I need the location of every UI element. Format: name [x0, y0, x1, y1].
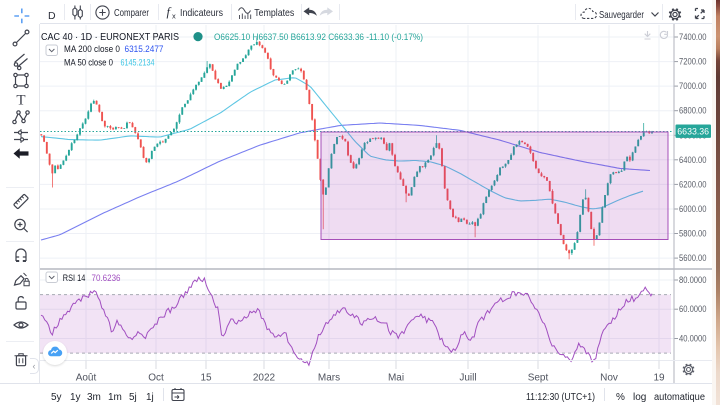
svg-text:60.0000: 60.0000: [679, 304, 707, 314]
svg-text:O6625.10 H6637.50 B6613.92 C66: O6625.10 H6637.50 B6613.92 C6633.36 -11.…: [214, 32, 423, 43]
svg-text:11:12:30 (UTC+1): 11:12:30 (UTC+1): [526, 392, 595, 403]
svg-text:6200.00: 6200.00: [679, 179, 707, 189]
svg-text:7200.00: 7200.00: [679, 57, 707, 67]
svg-text:6315.2477: 6315.2477: [125, 44, 164, 55]
svg-text:1m: 1m: [108, 392, 122, 403]
svg-text:6400.00: 6400.00: [679, 155, 707, 165]
svg-text:Templates: Templates: [254, 7, 294, 19]
svg-text:70.6236: 70.6236: [92, 273, 121, 284]
svg-text:Nov: Nov: [600, 373, 618, 384]
svg-text:19: 19: [653, 373, 665, 384]
svg-text:6800.00: 6800.00: [679, 106, 707, 116]
svg-text:MA 200 close 0: MA 200 close 0: [64, 44, 120, 55]
svg-text:%: %: [616, 392, 625, 403]
svg-text:Sauvegarder: Sauvegarder: [599, 9, 644, 21]
svg-text:CAC 40 · 1D · EURONEXT PARIS: CAC 40 · 1D · EURONEXT PARIS: [41, 31, 179, 43]
svg-text:x: x: [172, 12, 176, 21]
svg-text:RSI 14: RSI 14: [63, 273, 86, 284]
svg-text:Comparer: Comparer: [114, 7, 149, 19]
svg-text:Indicateurs: Indicateurs: [180, 7, 223, 19]
svg-text:7400.00: 7400.00: [679, 32, 707, 42]
svg-text:f: f: [167, 5, 172, 19]
svg-text:5j: 5j: [129, 392, 137, 403]
svg-text:5600.00: 5600.00: [679, 253, 707, 263]
svg-text:Mars: Mars: [318, 373, 340, 384]
svg-text:15: 15: [200, 373, 212, 384]
svg-text:7000.00: 7000.00: [679, 81, 707, 91]
svg-text:40.0000: 40.0000: [679, 334, 707, 344]
svg-text:2022: 2022: [253, 373, 276, 384]
svg-text:Juill: Juill: [459, 373, 476, 384]
svg-text:Sept: Sept: [528, 373, 549, 384]
svg-text:3m: 3m: [87, 392, 101, 403]
svg-text:Août: Août: [76, 373, 97, 384]
svg-text:80.0000: 80.0000: [679, 275, 707, 285]
svg-text:MA 50 close 0: MA 50 close 0: [64, 58, 113, 69]
svg-text:5y: 5y: [51, 392, 62, 403]
svg-text:1y: 1y: [70, 392, 81, 403]
svg-text:log: log: [633, 392, 646, 403]
svg-text:D: D: [48, 10, 56, 22]
svg-text:5800.00: 5800.00: [679, 229, 707, 239]
svg-text:T: T: [16, 93, 25, 109]
svg-text:1j: 1j: [146, 392, 154, 403]
svg-text:Oct: Oct: [148, 373, 164, 384]
svg-text:Mai: Mai: [388, 373, 404, 384]
svg-text:automatique: automatique: [654, 392, 705, 403]
svg-text:6000.00: 6000.00: [679, 204, 707, 214]
svg-text:6633.36: 6633.36: [677, 126, 709, 136]
svg-text:6145.2134: 6145.2134: [121, 58, 155, 69]
